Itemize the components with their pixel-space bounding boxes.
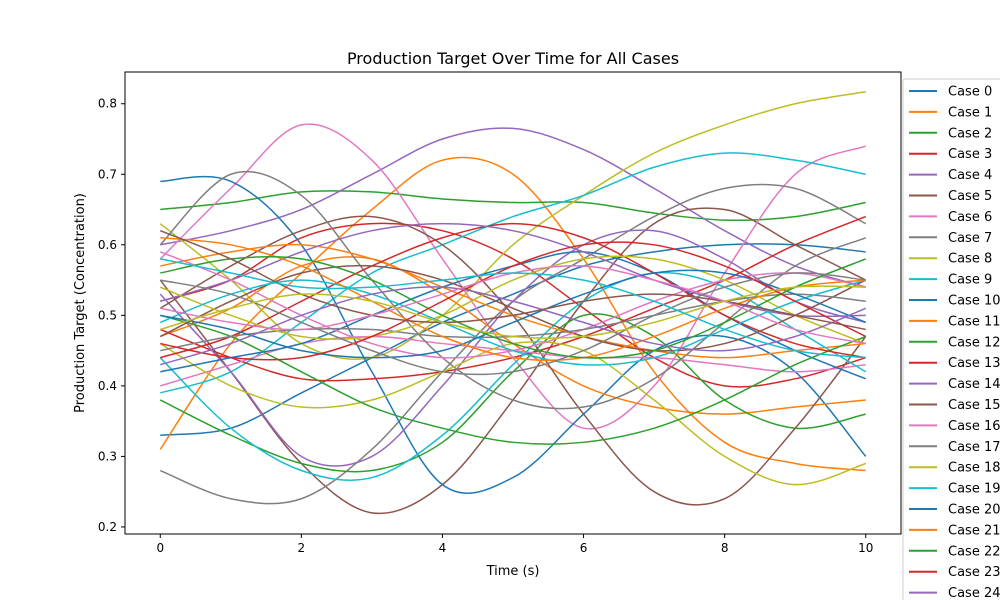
legend: Case 0 Case 1 Case 2 Case 3 Case 4 Case 5 Case… <box>902 78 1000 600</box>
series-line-15 <box>159 215 867 506</box>
series-line-22 <box>160 314 867 445</box>
legend-label: Case 21 <box>948 523 1000 538</box>
series-line-37 <box>160 272 866 376</box>
y-axis-label: Production Target (Concentration) <box>73 193 88 413</box>
legend-label: Case 18 <box>948 461 1000 476</box>
legend-label: Case 2 <box>948 126 992 141</box>
series-line-28 <box>159 255 867 345</box>
y-tick-label: 0.3 <box>98 449 117 463</box>
series-line-31 <box>160 237 866 362</box>
series-line-12 <box>159 313 866 473</box>
series-lines <box>159 91 867 515</box>
x-tick-label: 2 <box>298 541 306 555</box>
legend-label: Case 4 <box>948 168 992 183</box>
y-tick-label: 0.2 <box>98 520 117 534</box>
y-tick-label: 0.4 <box>98 379 117 393</box>
series-line-13 <box>159 215 867 382</box>
legend-label: Case 20 <box>948 503 1000 518</box>
series-line-33 <box>160 241 867 361</box>
legend-label: Case 7 <box>948 231 992 246</box>
series-line-19 <box>159 271 867 481</box>
legend-label: Case 3 <box>948 147 992 162</box>
x-tick-label: 6 <box>580 541 588 555</box>
legend-label: Case 5 <box>948 189 992 204</box>
axes: 0 2 4 6 8 10 0.2 0.3 0.4 0.5 0.6 0.7 0.8 <box>98 97 873 555</box>
y-tick-label: 0.5 <box>98 308 117 322</box>
x-axis-label: Time (s) <box>486 564 540 579</box>
y-tick-label: 0.8 <box>98 97 117 111</box>
series-line-1 <box>159 156 866 472</box>
series-line-0 <box>160 243 866 436</box>
legend-entries: Case 0 Case 1 Case 2 Case 3 Case 4 Case 5 Case… <box>909 85 1000 600</box>
series-line-10 <box>160 175 867 494</box>
legend-label: Case 13 <box>948 356 1000 371</box>
plot-area-frame <box>124 71 902 535</box>
series-line-3 <box>160 222 866 388</box>
series-line-9 <box>160 152 866 394</box>
series-line-23 <box>160 222 866 359</box>
x-tick-label: 4 <box>439 541 447 555</box>
series-line-32 <box>160 255 867 359</box>
legend-label: Case 9 <box>948 273 992 288</box>
series-line-14 <box>159 229 866 467</box>
series-line-30 <box>160 269 867 359</box>
legend-label: Case 14 <box>948 377 1000 392</box>
legend-label: Case 11 <box>948 314 1000 329</box>
legend-label: Case 17 <box>948 440 1000 455</box>
legend-label: Case 0 <box>948 85 992 100</box>
x-tick-label: 0 <box>156 541 164 555</box>
series-line-39 <box>160 258 866 359</box>
series-line-17 <box>159 170 867 410</box>
legend-label: Case 23 <box>948 565 1000 580</box>
legend-label: Case 6 <box>948 210 992 225</box>
series-line-18 <box>159 340 866 486</box>
chart-title: Production Target Over Time for All Case… <box>347 49 679 68</box>
legend-frame <box>902 78 1000 600</box>
x-tick-label: 8 <box>721 541 729 555</box>
y-tick-label: 0.6 <box>98 238 117 252</box>
legend-label: Case 1 <box>948 105 992 120</box>
y-tick-label: 0.7 <box>98 167 117 181</box>
x-tick-label: 10 <box>858 541 873 555</box>
legend-label: Case 12 <box>948 335 1000 350</box>
legend-label: Case 24 <box>948 586 1000 600</box>
legend-label: Case 15 <box>948 398 1000 413</box>
legend-label: Case 10 <box>948 294 1000 309</box>
legend-label: Case 8 <box>948 252 992 267</box>
series-line-34 <box>160 286 867 366</box>
series-line-2 <box>160 190 866 222</box>
series-line-29 <box>159 279 866 366</box>
series-line-24 <box>160 222 866 318</box>
legend-label: Case 16 <box>948 419 1000 434</box>
legend-label: Case 22 <box>948 544 1000 559</box>
legend-label: Case 19 <box>948 482 1000 497</box>
series-line-38 <box>160 285 866 339</box>
